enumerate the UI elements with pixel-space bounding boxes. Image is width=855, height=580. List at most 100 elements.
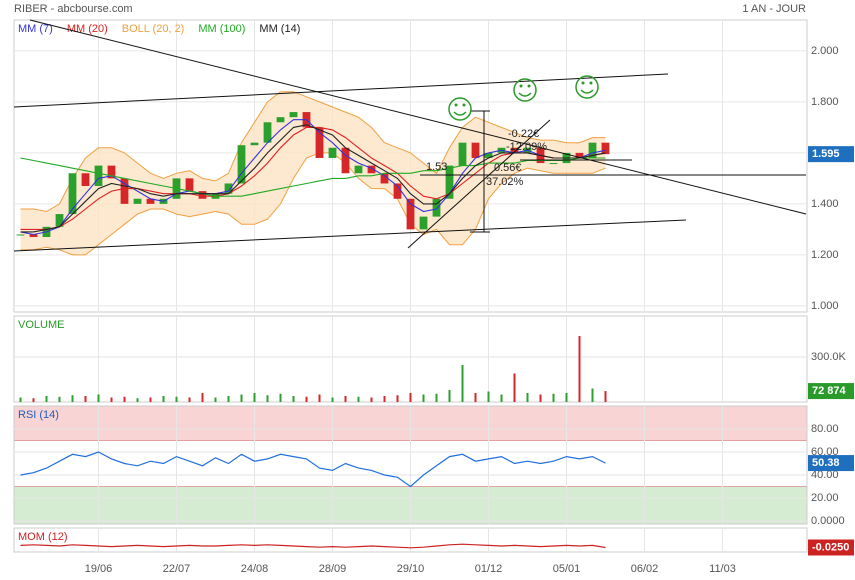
indicator-line — [20, 543, 606, 549]
candle — [55, 214, 64, 227]
bollinger-upper — [20, 91, 606, 213]
last-value-label: -0.0250 — [812, 541, 849, 553]
candle — [588, 142, 597, 158]
moving-average — [20, 124, 606, 233]
x-tick-label: 29/10 — [397, 563, 425, 575]
x-tick-label: 06/02 — [631, 563, 659, 575]
legend-item: MM (20) — [67, 23, 108, 35]
volume-bar — [435, 393, 438, 402]
candle — [107, 165, 116, 179]
moving-average — [20, 157, 606, 197]
volume-bar — [513, 373, 516, 402]
candle — [380, 173, 389, 184]
y-tick-label: 80.00 — [811, 423, 839, 435]
x-tick-label: 24/08 — [241, 563, 269, 575]
candle — [133, 198, 142, 204]
x-tick-label: 28/09 — [319, 563, 347, 575]
volume-bar — [97, 394, 100, 402]
volume-bar — [84, 396, 87, 402]
trend-line — [407, 119, 551, 249]
volume-bar — [383, 396, 386, 402]
volume-bar — [591, 388, 594, 402]
candle — [484, 152, 493, 158]
y-tick-label: 20.00 — [811, 492, 839, 504]
volume-bar — [448, 390, 451, 402]
candle — [341, 147, 350, 174]
volume-bar — [214, 397, 217, 402]
header-period: 1 AN - JOUR — [742, 3, 806, 15]
volume-bar — [253, 393, 256, 402]
candle — [146, 198, 155, 204]
volume-bar — [292, 396, 295, 402]
volume-bar — [136, 398, 139, 402]
last-value-label: 50.38 — [812, 457, 840, 469]
y-tick-label: 2.000 — [811, 45, 839, 57]
x-tick-label: 11/03 — [709, 563, 736, 575]
candle — [29, 234, 38, 238]
y-tick-label: 1.800 — [811, 96, 839, 108]
candle — [81, 173, 90, 187]
volume-bar — [19, 397, 22, 402]
smiley — [513, 78, 537, 102]
candle — [510, 147, 519, 153]
candle — [276, 117, 285, 123]
volume-bar — [266, 395, 269, 402]
candle — [237, 145, 246, 184]
trend-line — [13, 73, 669, 108]
volume-bar — [552, 393, 555, 402]
last-value-box — [808, 383, 854, 400]
trend-lines — [13, 19, 807, 252]
last-value-box — [808, 455, 854, 472]
smiley — [453, 111, 467, 116]
y-tick-label: 1.200 — [811, 249, 839, 261]
volume-bar — [565, 393, 568, 402]
annotation: -12.09% — [506, 141, 547, 153]
volume-bar — [487, 391, 490, 402]
candle — [263, 122, 272, 143]
candle — [367, 165, 376, 174]
candle — [575, 152, 584, 158]
volume-bar — [32, 398, 35, 402]
volume-bar — [71, 395, 74, 402]
volume-bar — [227, 396, 230, 402]
candle — [120, 178, 129, 204]
volume-bar — [539, 394, 542, 402]
volume-bar — [45, 396, 48, 402]
annotation: 37.02% — [486, 176, 524, 188]
volume-bar — [240, 394, 243, 402]
bollinger-lower — [20, 152, 606, 256]
last-value-box — [808, 539, 854, 556]
smiley — [518, 92, 532, 97]
y-tick-label: 0.0000 — [811, 515, 845, 527]
last-value-label: 72 874 — [812, 385, 847, 397]
volume-bar — [123, 396, 126, 402]
candle — [354, 165, 363, 174]
candle — [185, 178, 194, 192]
x-tick-label: 22/07 — [163, 563, 191, 575]
trend-line — [13, 219, 687, 252]
volume-bar — [201, 393, 204, 402]
volume-bar — [370, 397, 373, 402]
volume-bar — [604, 391, 607, 402]
volume-bar — [149, 397, 152, 402]
last-value-label: 1.595 — [812, 148, 840, 160]
panel-title: RSI (14) — [18, 409, 59, 421]
volume-bar — [474, 393, 477, 402]
candle — [471, 142, 480, 158]
volume-bar — [422, 394, 425, 402]
y-tick-label: 40.00 — [811, 469, 839, 481]
annotation: 1.53 — [426, 161, 447, 173]
volume-bar — [162, 396, 165, 402]
smileys — [448, 75, 599, 121]
annotation: 0.56€ — [494, 162, 522, 174]
candle — [289, 112, 298, 118]
volume-bar — [188, 397, 191, 402]
volume-bar — [357, 396, 360, 402]
smiley — [580, 89, 594, 94]
bollinger-band — [20, 91, 606, 255]
legend-item: BOLL (20, 2) — [122, 23, 185, 35]
y-tick-label: 60.00 — [811, 446, 839, 458]
x-tick-label: 19/06 — [85, 563, 113, 575]
candle — [419, 216, 428, 230]
